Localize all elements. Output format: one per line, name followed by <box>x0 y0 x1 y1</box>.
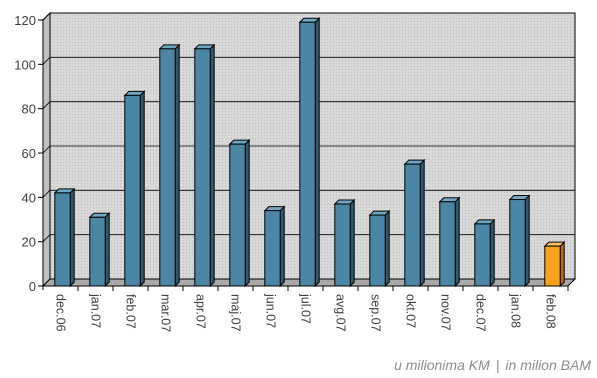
gridline-side <box>42 101 51 109</box>
bar-front <box>299 21 316 287</box>
gridline-side <box>42 145 51 154</box>
bar-side <box>139 90 145 288</box>
bar-top <box>438 197 461 203</box>
bar-jan.08 <box>508 194 531 288</box>
bar-okt.07 <box>403 158 426 288</box>
y-tick-label: 0 <box>29 279 36 294</box>
x-tick-label: jan.08 <box>509 293 523 328</box>
bar-side <box>104 212 110 288</box>
bar-top <box>403 159 426 165</box>
x-tick-label: dec.07 <box>474 294 488 332</box>
bar-front <box>264 210 281 287</box>
bar-side <box>69 187 75 288</box>
y-axis-ticks: 0 20 40 60 80 100 120 <box>14 13 43 294</box>
y-tick-label: 120 <box>14 13 36 28</box>
y-tick-label: 20 <box>22 235 36 250</box>
gridline-side <box>42 234 51 242</box>
bar-side <box>244 138 250 288</box>
bar-top <box>158 44 181 50</box>
bar-top <box>123 90 146 96</box>
gridline-side <box>42 12 51 21</box>
bar-side <box>174 43 180 288</box>
bar-front <box>54 192 71 287</box>
x-tick-label: jun.07 <box>264 293 278 328</box>
bar-side <box>384 209 390 288</box>
bar-front <box>334 203 351 287</box>
bar-feb.07 <box>123 90 146 288</box>
bar-front <box>404 163 421 287</box>
x-tick-label: feb.07 <box>124 294 138 329</box>
units-footnote: u milionima KM | in milion BAM <box>394 357 591 373</box>
y-tick-label: 80 <box>22 102 36 117</box>
bar-front <box>439 201 456 287</box>
bar-avg.07 <box>333 198 356 288</box>
x-tick-label: dec.06 <box>54 294 68 332</box>
x-tick-label: sep.07 <box>369 294 383 332</box>
bar-top <box>228 139 251 145</box>
bar-sep.07 <box>368 209 391 288</box>
bar-front <box>544 245 561 287</box>
bar-top <box>263 206 286 212</box>
bar-side <box>419 158 425 288</box>
bar-top <box>543 241 566 247</box>
x-tick-label: okt.07 <box>404 294 418 328</box>
units-footnote-separator: | <box>495 357 500 373</box>
bar-top <box>333 199 356 205</box>
bar-side <box>454 196 460 288</box>
bar-side <box>524 194 530 288</box>
bar-top <box>368 210 391 216</box>
bar-dec.07 <box>473 218 496 288</box>
bar-side <box>209 43 215 288</box>
bar-jun.07 <box>263 205 286 288</box>
y-tick-label: 60 <box>22 146 36 161</box>
bar-front <box>509 199 526 287</box>
bar-mar.07 <box>158 43 181 288</box>
bar-front <box>89 216 106 287</box>
x-tick-label: jul.07 <box>299 293 313 324</box>
x-axis-ticks: dec.06 jan.07 feb.07 mar.07 apr.07 maj.07 jun.… <box>54 286 569 332</box>
y-tick-label: 100 <box>14 57 36 72</box>
x-tick-label: apr.07 <box>194 294 208 329</box>
x-tick-label: mar.07 <box>159 294 173 332</box>
bar-front <box>194 48 211 287</box>
bar-top <box>298 17 321 23</box>
gridline-side <box>42 57 51 65</box>
bar-front <box>229 143 246 287</box>
bar-top <box>473 219 496 225</box>
x-tick-label: jan.07 <box>89 293 103 328</box>
bar-side <box>279 205 285 288</box>
bar-side <box>559 240 565 288</box>
units-footnote-left: u milionima KM <box>394 357 490 373</box>
x-tick-label: feb.08 <box>544 294 558 329</box>
bar-top <box>508 195 531 201</box>
y-tick-label: 40 <box>22 190 36 205</box>
bar-jan.07 <box>88 212 111 288</box>
bar-top <box>88 212 111 218</box>
bar-dec.06 <box>53 187 76 288</box>
bar-front <box>124 94 141 287</box>
bar-front <box>474 223 491 287</box>
bar-maj.07 <box>228 138 251 288</box>
bar-feb.08 <box>543 240 566 288</box>
bars <box>53 17 566 288</box>
bar-front <box>159 48 176 287</box>
bar-front <box>369 214 386 287</box>
bar-jul.07 <box>298 17 321 288</box>
units-footnote-right: in milion BAM <box>505 357 591 373</box>
gridline-side <box>42 190 51 198</box>
x-tick-label: maj.07 <box>229 294 243 332</box>
bar-side <box>314 17 320 288</box>
bar-side <box>349 198 355 288</box>
bar-top <box>53 188 76 194</box>
bar-side <box>489 218 495 288</box>
bar-top <box>193 44 216 50</box>
bar-apr.07 <box>193 43 216 288</box>
bar-nov.07 <box>438 196 461 288</box>
x-tick-label: nov.07 <box>439 294 453 331</box>
x-tick-label: avg.07 <box>334 294 348 332</box>
